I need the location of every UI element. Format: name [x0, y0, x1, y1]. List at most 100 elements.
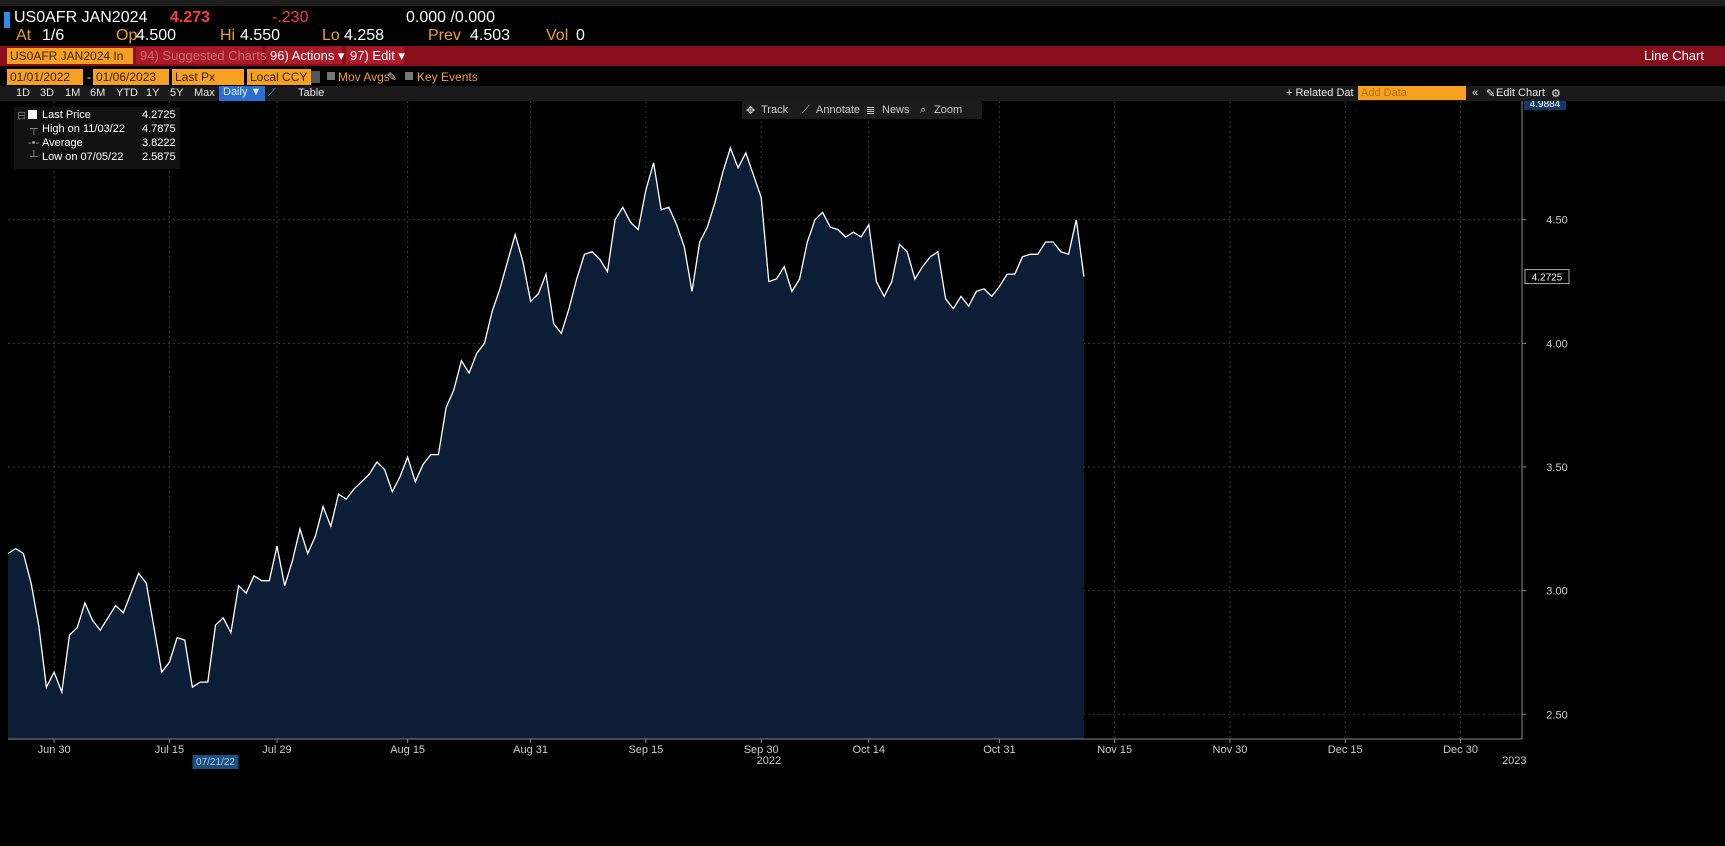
legend-high-value: 4.7875: [142, 123, 176, 135]
date-separator: -: [87, 70, 91, 84]
y-tick-label: 3.00: [1546, 586, 1567, 598]
pencil-icon[interactable]: ✎: [387, 70, 398, 84]
low-label: Lo: [322, 27, 340, 44]
period-ytd[interactable]: YTD: [116, 87, 138, 99]
low-marker-icon: ┴: [30, 151, 38, 163]
average-marker-icon: -•-: [28, 137, 40, 149]
high-value: 4.550: [240, 27, 281, 44]
suggested-charts-tab[interactable]: 94) Suggested Charts: [136, 47, 266, 64]
x-tick-label: Dec 30: [1443, 744, 1478, 756]
cursor-date-tag: [192, 755, 239, 769]
x-tick-label: Aug 31: [513, 744, 548, 756]
x-tick-label: Sep 15: [628, 744, 663, 756]
currency-select[interactable]: Local CCY: [247, 69, 311, 85]
zoom-button[interactable]: Zoom: [934, 104, 963, 116]
x-tick-label: Nov 15: [1097, 744, 1132, 756]
period-1m[interactable]: 1M: [65, 87, 81, 99]
chart-area: 2.50 3.00 3.50 4.00 4.50 Jun 30 Jul 15 Jul 29 A…: [0, 97, 1725, 846]
x-tick-label: Jul 29: [262, 744, 291, 756]
currency-dropdown-icon[interactable]: [311, 71, 320, 83]
title-strip: [0, 0, 1725, 6]
period-max[interactable]: Max: [194, 87, 215, 99]
mov-avgs-checkbox[interactable]: [327, 72, 335, 80]
x-axis-ticks: Jun 30 Jul 15 Jul 29 Aug 15 Aug 31 Sep 15 Sep …: [8, 738, 1527, 769]
period-1y[interactable]: 1Y: [146, 87, 160, 99]
x-tick-label: Jun 30: [38, 744, 71, 756]
field-select[interactable]: Last Px: [172, 69, 244, 85]
edit-chart-button[interactable]: Edit Chart: [1496, 87, 1545, 99]
x-tick-label: Oct 14: [853, 744, 885, 756]
period-3d[interactable]: 3D: [40, 87, 55, 99]
last-value-tag: [1524, 269, 1570, 285]
open-label: Op: [116, 27, 138, 44]
prev-value: 4.503: [470, 27, 511, 44]
y-tick-label: 4.00: [1546, 338, 1567, 350]
pencil-icon[interactable]: ✎: [1486, 88, 1496, 100]
open-value: 4.500: [136, 27, 177, 44]
chart-style-icon[interactable]: ⟋: [268, 87, 276, 99]
legend-average-row: -•- Average 3.8222: [14, 137, 180, 151]
last-value-label: 4.2725: [1532, 273, 1563, 284]
news-button[interactable]: News: [882, 104, 910, 116]
edit-menu[interactable]: 97) Edit ▾: [346, 47, 405, 64]
top-value-tag: [1524, 97, 1566, 110]
annotate-button[interactable]: Annotate: [816, 104, 861, 116]
legend-average-value: 3.8222: [142, 137, 176, 149]
last-price-swatch[interactable]: [28, 110, 37, 119]
volume-label: Vol: [546, 27, 569, 44]
zoom-icon[interactable]: ⌕: [920, 104, 927, 116]
legend-last-row[interactable]: ⊟ Last Price 4.2725: [14, 109, 180, 123]
ticker[interactable]: US0AFR JAN2024: [14, 9, 148, 26]
y-tick-label: 4.50: [1546, 215, 1567, 227]
edit-label: 97) Edit ▾: [350, 48, 405, 63]
end-date-field[interactable]: 01/06/2023: [93, 69, 169, 85]
collapse-icon[interactable]: «: [1472, 87, 1479, 99]
security-field[interactable]: US0AFR JAN2024 In: [7, 48, 133, 64]
news-icon[interactable]: ≣: [866, 105, 876, 117]
x-tick-label: Aug 15: [390, 744, 425, 756]
x-tick-label: Dec 15: [1328, 744, 1363, 756]
value-tags: 4.9884 4.2725: [1524, 97, 1570, 285]
gear-icon[interactable]: ⚙: [1551, 88, 1561, 100]
period-5y[interactable]: 5Y: [170, 87, 184, 99]
add-data-input[interactable]: Add Data: [1358, 86, 1466, 100]
legend-low-value: 2.5875: [142, 151, 176, 163]
legend-last-label: Last Price: [42, 109, 91, 121]
options-bar: 01/01/2022 - 01/06/2023 Last Px Local CC…: [0, 69, 1725, 86]
collapse-icon[interactable]: ⊟: [17, 110, 27, 122]
x-tick-label: Jul 15: [155, 744, 184, 756]
key-events-checkbox[interactable]: [405, 72, 413, 80]
x-tick-label: Oct 31: [983, 744, 1015, 756]
track-button[interactable]: Track: [761, 104, 789, 116]
related-data-button[interactable]: + Related Dat: [1286, 87, 1354, 99]
period-6m[interactable]: 6M: [90, 87, 106, 99]
actions-menu[interactable]: 96) Actions ▾: [266, 47, 344, 64]
key-events-label[interactable]: Key Events: [417, 70, 478, 84]
net-change: -.230: [272, 9, 309, 26]
volume-value: 0: [576, 27, 585, 44]
range-bar: 1D 3D 1M 6M YTD 1Y 5Y Max Daily ▼ ⟋ Tabl…: [0, 86, 1725, 101]
mov-avgs-label[interactable]: Mov Avgs: [338, 70, 390, 84]
y-axis-ticks: 2.50 3.00 3.50 4.00 4.50: [1522, 215, 1568, 721]
table-button[interactable]: Table: [298, 87, 325, 99]
annotate-icon[interactable]: ⟋: [802, 104, 810, 116]
price-chart[interactable]: 2.50 3.00 3.50 4.00 4.50 Jun 30 Jul 15 Jul 29 A…: [0, 97, 1725, 841]
chart-tools: ✥ Track ⟋ Annotate ≣ News ⌕ Zoom: [742, 101, 982, 119]
last-price: 4.273: [170, 9, 211, 26]
price-line: [7, 146, 1085, 695]
top-value-label: 4.9884: [1530, 101, 1561, 110]
legend-high-row: ┬ High on 11/03/22 4.7875: [14, 123, 180, 137]
bid-ask: 0.000 /0.000: [406, 9, 495, 26]
security-marker: [4, 12, 10, 28]
start-date-field[interactable]: 01/01/2022: [7, 69, 83, 85]
year-label: 2023: [1502, 755, 1526, 767]
frequency-select[interactable]: Daily ▼: [219, 86, 266, 101]
quote-header: US0AFR JAN2024 4.273 -.230 0.000 /0.000 …: [0, 6, 1725, 46]
legend-low-label: Low on 07/05/22: [42, 151, 124, 163]
y-tick-label: 3.50: [1546, 462, 1567, 474]
chart-legend: ⊟ Last Price 4.2725 ┬ High on 11/03/22 4…: [14, 107, 180, 169]
price-area-fill: [8, 148, 1084, 739]
period-1d[interactable]: 1D: [16, 87, 31, 99]
legend-low-row: ┴ Low on 07/05/22 2.5875: [14, 151, 180, 165]
track-icon[interactable]: ✥: [746, 105, 756, 117]
